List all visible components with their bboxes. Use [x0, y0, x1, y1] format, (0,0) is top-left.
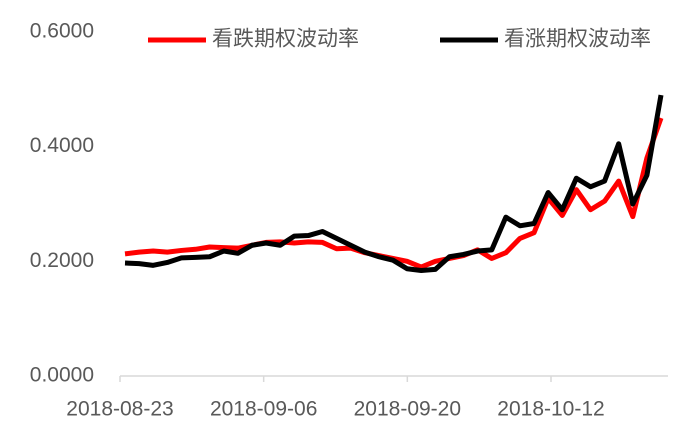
x-tick-label: 2018-09-06 — [210, 398, 317, 421]
legend-label: 看涨期权波动率 — [504, 28, 651, 51]
y-tick-label: 0.0000 — [30, 364, 94, 387]
x-tick-label: 2018-09-20 — [354, 398, 461, 421]
series-line — [124, 94, 664, 274]
legend-label: 看跌期权波动率 — [212, 28, 359, 51]
series-line — [124, 117, 664, 270]
x-tick-label: 2018-10-12 — [497, 398, 604, 421]
y-tick-label: 0.2000 — [30, 249, 94, 272]
y-tick-label: 0.6000 — [30, 20, 94, 43]
y-tick-label: 0.4000 — [30, 134, 94, 157]
x-tick-label: 2018-08-23 — [66, 398, 173, 421]
